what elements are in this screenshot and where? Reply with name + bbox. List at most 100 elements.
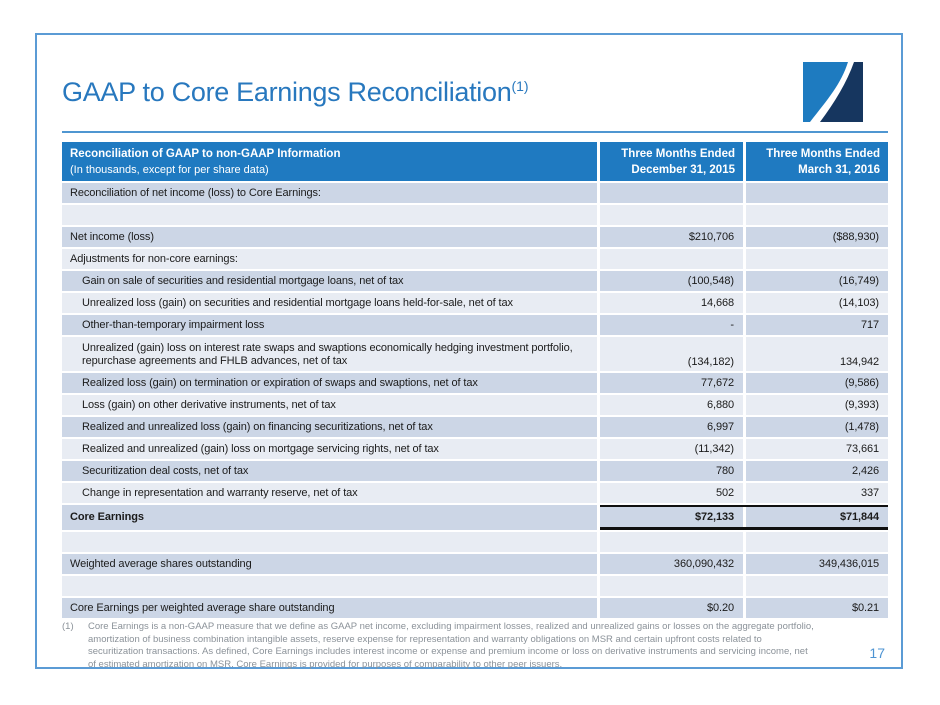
row-label-cell: Core Earnings per weighted average share… xyxy=(62,598,597,618)
value-cell-mar-31-2016 xyxy=(746,249,888,269)
table-header: Reconciliation of GAAP to non-GAAP Infor… xyxy=(62,142,888,181)
table-row xyxy=(62,576,888,596)
row-label: Securitization deal costs, net of tax xyxy=(82,464,249,477)
row-values: $0.20 $0.21 xyxy=(600,598,888,618)
company-logo xyxy=(803,62,863,124)
row-label-cell: Core Earnings xyxy=(62,505,597,530)
reconciliation-table: Reconciliation of GAAP to non-GAAP Infor… xyxy=(62,142,888,620)
value-cell-mar-31-2016 xyxy=(746,532,888,552)
row-values: $72,133 $71,844 xyxy=(600,505,888,530)
row-values xyxy=(600,576,888,596)
table-row: Weighted average shares outstanding 360,… xyxy=(62,554,888,574)
row-label-cell: Reconciliation of net income (loss) to C… xyxy=(62,183,597,203)
value-cell-dec-31-2015: (11,342) xyxy=(600,439,743,459)
row-label: Core Earnings per weighted average share… xyxy=(70,601,335,614)
row-label-cell: Realized and unrealized (gain) loss on m… xyxy=(62,439,597,459)
row-values: - 717 xyxy=(600,315,888,335)
page-number: 17 xyxy=(869,645,885,661)
table-row: Realized and unrealized (gain) loss on m… xyxy=(62,439,888,459)
row-label: Realized loss (gain) on termination or e… xyxy=(82,376,478,389)
value-cell-dec-31-2015: 14,668 xyxy=(600,293,743,313)
value-cell-dec-31-2015: $72,133 xyxy=(600,507,743,527)
row-label: Gain on sale of securities and residenti… xyxy=(82,274,404,287)
row-label: Realized and unrealized loss (gain) on f… xyxy=(82,420,433,433)
slide-frame: GAAP to Core Earnings Reconciliation (1) … xyxy=(35,33,903,671)
value-cell-dec-31-2015: 502 xyxy=(600,483,743,503)
row-values: (11,342) 73,661 xyxy=(600,439,888,459)
value-cell-mar-31-2016 xyxy=(746,576,888,596)
value-cell-dec-31-2015 xyxy=(600,532,743,552)
table-row xyxy=(62,532,888,552)
row-label: Weighted average shares outstanding xyxy=(70,557,252,570)
header-period-q4-2015: Three Months Ended December 31, 2015 xyxy=(600,142,743,181)
row-values xyxy=(600,205,888,225)
value-cell-dec-31-2015: 77,672 xyxy=(600,373,743,393)
row-values xyxy=(600,532,888,552)
value-cell-dec-31-2015 xyxy=(600,205,743,225)
value-cell-dec-31-2015: 360,090,432 xyxy=(600,554,743,574)
title-divider xyxy=(62,131,888,133)
page-title-text: GAAP to Core Earnings Reconciliation xyxy=(62,77,512,107)
row-values: 780 2,426 xyxy=(600,461,888,481)
value-cell-mar-31-2016: 73,661 xyxy=(746,439,888,459)
row-values: 360,090,432 349,436,015 xyxy=(600,554,888,574)
value-cell-mar-31-2016: 2,426 xyxy=(746,461,888,481)
footnote: (1) Core Earnings is a non-GAAP measure … xyxy=(62,621,846,671)
header-title: Reconciliation of GAAP to non-GAAP Infor… xyxy=(70,148,341,160)
table-row: Other-than-temporary impairment loss - 7… xyxy=(62,315,888,335)
value-cell-mar-31-2016: $71,844 xyxy=(746,507,888,527)
value-cell-mar-31-2016: 349,436,015 xyxy=(746,554,888,574)
row-label-cell: Unrealized loss (gain) on securities and… xyxy=(62,293,597,313)
table-row: Realized and unrealized loss (gain) on f… xyxy=(62,417,888,437)
header-period-q1-2016: Three Months Ended March 31, 2016 xyxy=(746,142,888,181)
footnote-text: Core Earnings is a non-GAAP measure that… xyxy=(88,621,814,670)
row-values: (100,548) (16,749) xyxy=(600,271,888,291)
value-cell-mar-31-2016: (9,586) xyxy=(746,373,888,393)
row-values xyxy=(600,183,888,203)
row-values: 14,668 (14,103) xyxy=(600,293,888,313)
row-values: 6,880 (9,393) xyxy=(600,395,888,415)
value-cell-mar-31-2016: $0.21 xyxy=(746,598,888,618)
value-cell-mar-31-2016 xyxy=(746,205,888,225)
row-values: $210,706 ($88,930) xyxy=(600,227,888,247)
table-row: Reconciliation of net income (loss) to C… xyxy=(62,183,888,203)
table-row: Core Earnings per weighted average share… xyxy=(62,598,888,618)
row-label-cell xyxy=(62,532,597,552)
header-period-label: Three Months Ended xyxy=(766,148,880,160)
row-values: 6,997 (1,478) xyxy=(600,417,888,437)
value-cell-mar-31-2016: 134,942 xyxy=(746,337,888,371)
header-period-date: December 31, 2015 xyxy=(631,164,735,176)
value-cell-mar-31-2016: (1,478) xyxy=(746,417,888,437)
value-cell-mar-31-2016: ($88,930) xyxy=(746,227,888,247)
value-cell-dec-31-2015: 780 xyxy=(600,461,743,481)
row-label: Core Earnings xyxy=(70,511,144,523)
value-cell-dec-31-2015 xyxy=(600,576,743,596)
table-row: Net income (loss) $210,706 ($88,930) xyxy=(62,227,888,247)
table-row: Core Earnings $72,133 $71,844 xyxy=(62,505,888,530)
row-label: Other-than-temporary impairment loss xyxy=(82,318,265,331)
row-label-cell: Weighted average shares outstanding xyxy=(62,554,597,574)
table-row: Realized loss (gain) on termination or e… xyxy=(62,373,888,393)
page-title: GAAP to Core Earnings Reconciliation(1) xyxy=(62,77,529,108)
header-subtitle: (In thousands, except for per share data… xyxy=(70,164,269,176)
table-row: Adjustments for non-core earnings: xyxy=(62,249,888,269)
row-label-cell xyxy=(62,576,597,596)
table-row xyxy=(62,205,888,225)
value-cell-dec-31-2015: 6,997 xyxy=(600,417,743,437)
row-values: 502 337 xyxy=(600,483,888,503)
table-row: Unrealized (gain) loss on interest rate … xyxy=(62,337,888,371)
row-label-cell: Unrealized (gain) loss on interest rate … xyxy=(62,337,597,371)
row-label-cell: Loss (gain) on other derivative instrume… xyxy=(62,395,597,415)
title-footnote-marker: (1) xyxy=(511,78,529,94)
table-body: Reconciliation of net income (loss) to C… xyxy=(62,183,888,618)
value-cell-dec-31-2015: $0.20 xyxy=(600,598,743,618)
row-label: Change in representation and warranty re… xyxy=(82,486,358,499)
value-cell-dec-31-2015: 6,880 xyxy=(600,395,743,415)
row-values: (134,182) 134,942 xyxy=(600,337,888,371)
header-period-label: Three Months Ended xyxy=(621,148,735,160)
row-label-cell: Realized and unrealized loss (gain) on f… xyxy=(62,417,597,437)
value-cell-mar-31-2016: (9,393) xyxy=(746,395,888,415)
row-label-cell: Realized loss (gain) on termination or e… xyxy=(62,373,597,393)
row-label-cell: Adjustments for non-core earnings: xyxy=(62,249,597,269)
table-row: Securitization deal costs, net of tax 78… xyxy=(62,461,888,481)
